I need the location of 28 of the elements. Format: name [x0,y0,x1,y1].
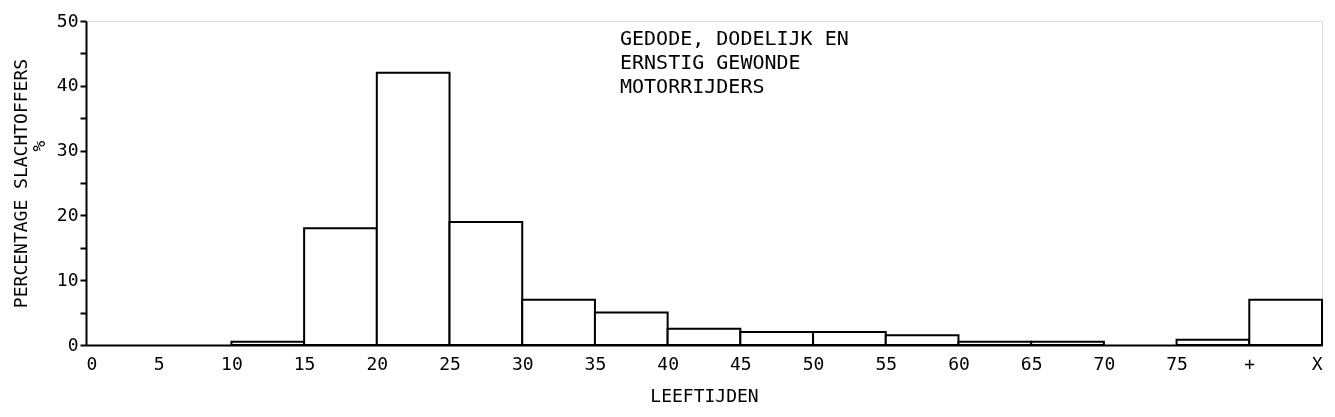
x-tick-label: 30 [511,352,534,374]
y-tick-label: 40 [56,74,79,96]
x-tick-label: 10 [221,352,243,374]
x-tick-label: 15 [293,352,316,374]
x-tick-label: 70 [1093,352,1116,374]
x-tick-label: 65 [1020,352,1043,374]
x-tick-label: + [1244,352,1256,374]
y-tick-label: 20 [56,203,79,225]
y-tick-label: 50 [56,9,79,31]
y-axis-title: PERCENTAGE SLACHTOFFERS [9,58,31,309]
x-tick-label: 75 [1166,352,1188,374]
x-tick-label: 5 [153,352,165,374]
y-tick-label: 30 [56,139,79,161]
x-tick-label: 40 [657,352,679,374]
x-tick-label: 45 [730,352,752,374]
x-tick-label: 25 [439,352,461,374]
x-tick-label: 35 [584,352,607,374]
y-tick-label: 0 [67,333,79,355]
x-tick-label: 20 [366,352,389,374]
x-tick-label: 0 [86,352,98,374]
text: % [28,140,49,152]
x-axis-title: LEEFTIJDEN [650,384,759,406]
x-tick-label: 50 [802,352,825,374]
text: GEDODE, DODELIJK EN ERNSTIG GEWONDE MOTORRIJDERS [620,26,849,98]
y-tick-label: 10 [56,268,79,290]
x-tick-label: 55 [875,352,898,374]
x-tick-label: X [1311,352,1323,374]
x-tick-label: 60 [948,352,970,374]
